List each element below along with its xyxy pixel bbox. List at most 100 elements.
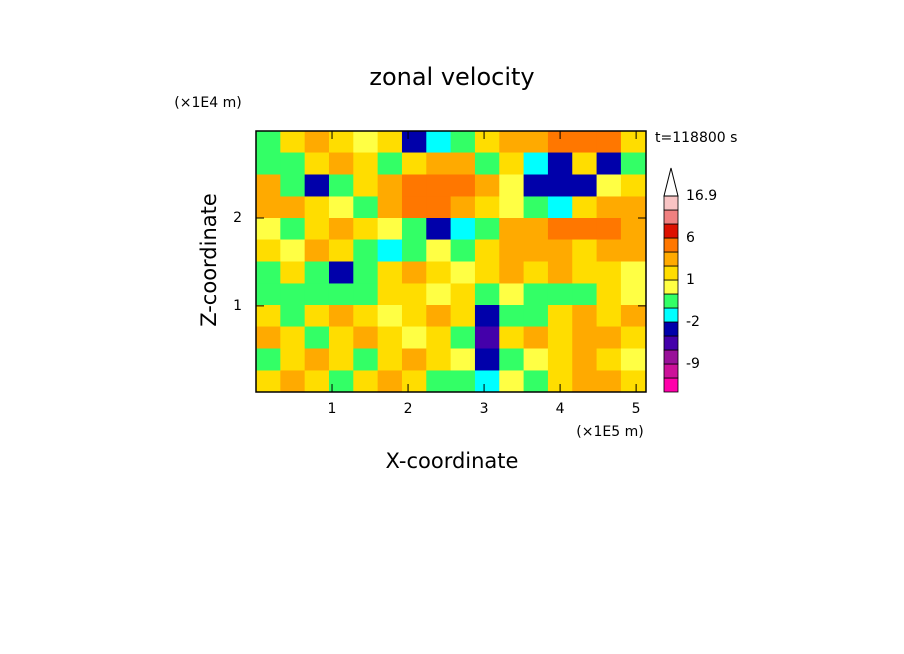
contour-cell — [401, 239, 427, 262]
contour-cell — [474, 261, 500, 284]
colorbar-box — [663, 377, 679, 393]
contour-cell — [523, 348, 549, 371]
contour-cell — [353, 305, 379, 328]
contour-cell — [256, 261, 281, 284]
colorbar-box — [663, 265, 679, 281]
x-tick-label: 1 — [328, 401, 337, 417]
contour-cell — [572, 239, 598, 262]
contour-cell — [596, 174, 622, 197]
contour-cell — [401, 370, 427, 393]
contour-cell — [572, 152, 598, 175]
contour-cell — [572, 174, 598, 197]
colorbar-box — [663, 237, 679, 253]
contour-cell — [620, 305, 647, 328]
contour-cell — [499, 283, 525, 306]
y-tick-label: 1 — [233, 298, 242, 314]
contour-cell — [499, 218, 525, 241]
time-annotation: t=118800 s — [655, 130, 737, 146]
contour-cell — [450, 131, 476, 154]
plot-frame — [255, 130, 647, 393]
contour-cell — [450, 305, 476, 328]
contour-cell — [474, 196, 500, 219]
contour-cell — [280, 131, 306, 154]
x-tick-label: 5 — [632, 401, 641, 417]
contour-cell — [572, 283, 598, 306]
contour-cell — [450, 348, 476, 371]
y-axis-label: Z-coordinate — [197, 193, 221, 327]
contour-cell — [450, 326, 476, 349]
contour-cell — [401, 283, 427, 306]
contour-cell — [353, 326, 379, 349]
contour-cell — [474, 218, 500, 241]
contour-cell — [620, 283, 647, 306]
contour-cell — [547, 239, 573, 262]
contour-cell — [450, 196, 476, 219]
contour-cell — [377, 370, 403, 393]
colorbar-label: 16.9 — [686, 188, 717, 204]
contour-cell — [547, 218, 573, 241]
contour-cell — [353, 218, 379, 241]
contour-cell — [426, 283, 452, 306]
contour-cell — [596, 239, 622, 262]
contour-cell — [256, 370, 281, 393]
contour-cell — [572, 370, 598, 393]
contour-cell — [523, 261, 549, 284]
contour-cell — [377, 261, 403, 284]
colorbar-box — [663, 223, 679, 239]
contour-cell — [547, 261, 573, 284]
contour-cell — [596, 348, 622, 371]
contour-cell — [304, 196, 330, 219]
contour-cell — [401, 131, 427, 154]
contour-cell — [450, 239, 476, 262]
contour-cell — [304, 305, 330, 328]
colorbar-box — [663, 251, 679, 267]
contour-cell — [572, 196, 598, 219]
colorbar-box — [663, 363, 679, 379]
contour-cell — [280, 305, 306, 328]
contour-cell — [596, 370, 622, 393]
contour-cell — [620, 152, 647, 175]
contour-cell — [596, 196, 622, 219]
contour-cell — [572, 261, 598, 284]
contour-cell — [256, 239, 281, 262]
contour-cell — [256, 326, 281, 349]
contour-cell — [426, 305, 452, 328]
contour-cell — [474, 305, 500, 328]
contour-cell — [523, 326, 549, 349]
contour-cell — [256, 348, 281, 371]
contour-cell — [426, 196, 452, 219]
colorbar-box — [663, 293, 679, 309]
contour-cell — [547, 131, 573, 154]
contour-cell — [620, 261, 647, 284]
contour-cell — [353, 196, 379, 219]
x-tick-label: 3 — [480, 401, 489, 417]
contour-cell — [401, 348, 427, 371]
contour-cell — [304, 326, 330, 349]
contour-cell — [353, 152, 379, 175]
contour-cell — [547, 348, 573, 371]
contour-cell — [450, 370, 476, 393]
contour-cell — [304, 283, 330, 306]
x-unit: (×1E5 m) — [576, 424, 643, 440]
contour-cell — [474, 131, 500, 154]
contour-cell — [426, 261, 452, 284]
contour-cell — [523, 283, 549, 306]
contour-cell — [328, 261, 354, 284]
contour-cell — [499, 196, 525, 219]
contour-cell — [596, 152, 622, 175]
contour-cell — [328, 196, 354, 219]
y-tick-label: 2 — [233, 210, 242, 226]
contour-cell — [353, 261, 379, 284]
contour-cell — [523, 218, 549, 241]
contour-cell — [474, 239, 500, 262]
colorbar-box — [663, 349, 679, 365]
contour-cell — [401, 305, 427, 328]
contour-cell — [620, 239, 647, 262]
contour-cell — [547, 326, 573, 349]
contour-cell — [572, 305, 598, 328]
contour-cell — [499, 348, 525, 371]
colorbar-label: 1 — [686, 272, 695, 288]
contour-cell — [620, 348, 647, 371]
contour-cell — [426, 239, 452, 262]
